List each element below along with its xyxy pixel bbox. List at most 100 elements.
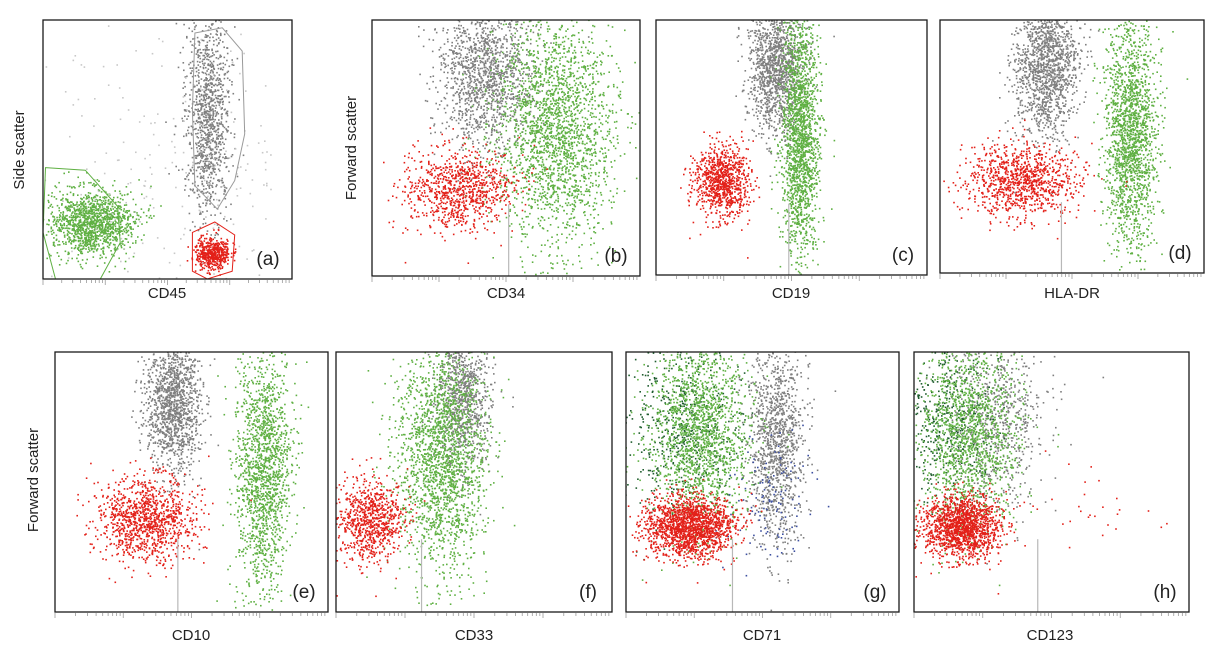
event-dot [211,13,213,15]
event-dot [200,240,202,242]
event-dot [219,54,222,57]
event-dot [89,222,91,224]
event-dot [212,137,214,140]
event-dot [499,15,501,17]
event-dot [164,167,167,169]
event-dot [65,217,67,220]
event-dot [220,134,223,136]
event-dot [220,237,223,240]
event-dot [126,231,129,233]
event-dot [440,62,443,64]
event-dot [486,83,488,85]
event-dot [210,257,212,259]
event-dot [508,137,511,140]
event-dot [215,157,218,160]
event-dot [188,110,190,112]
event-dot [130,227,132,229]
event-dot [61,216,64,218]
event-dot [39,207,41,209]
event-dot [466,93,468,95]
event-dot [125,238,128,240]
event-dot [496,100,498,102]
event-dot [73,204,76,206]
event-dot [95,219,97,222]
event-dot [120,230,122,232]
event-dot [506,70,508,73]
event-dot [486,109,488,112]
event-dot [472,76,474,78]
event-dot [210,100,212,103]
event-dot [209,180,212,182]
event-dot [95,212,97,215]
event-dot [40,217,42,219]
event-dot [215,90,217,92]
event-dot [511,93,513,95]
event-dot [68,252,70,255]
event-dot [197,49,200,51]
event-dot [206,110,209,112]
event-dot [592,88,594,90]
event-dot [209,116,211,118]
event-dot [500,71,502,74]
event-dot [468,109,470,111]
event-dot [430,117,432,119]
event-dot [203,113,206,115]
event-dot [213,153,216,155]
event-dot [217,250,219,253]
event-dot [468,49,471,51]
event-dot [504,101,507,103]
event-dot [482,70,485,72]
event-dot [482,61,484,64]
event-dot [462,82,465,85]
event-dot [208,263,211,265]
event-dot [477,69,480,71]
event-dot [197,117,200,119]
event-dot [490,27,493,30]
event-dot [462,27,465,29]
event-dot [123,215,125,217]
event-dot [444,66,446,69]
event-dot [234,148,237,150]
event-dot [116,196,119,199]
event-dot [495,85,497,87]
event-dot [497,64,500,66]
event-dot [458,20,461,23]
event-dot [215,9,217,11]
event-dot [488,72,490,75]
event-dot [214,101,216,104]
event-dot [102,247,104,250]
event-dot [94,196,97,198]
event-dot [165,121,167,123]
event-dot [521,144,523,146]
event-dot [86,243,89,246]
event-dot [494,48,497,51]
event-dot [524,88,527,90]
event-dot [438,56,441,58]
event-dot [483,113,485,115]
event-dot [220,21,222,23]
event-dot [206,78,208,80]
event-dot [529,110,532,113]
event-dot [457,27,460,30]
event-dot [36,249,38,251]
event-dot [506,51,508,53]
event-dot [522,71,525,73]
event-dot [208,239,211,241]
event-dot [76,203,78,205]
event-dot [96,179,99,181]
event-dot [523,67,525,69]
event-dot [517,99,519,102]
event-dot [91,200,94,202]
event-dot [513,45,515,47]
event-dot [208,116,210,119]
event-dot [481,40,483,43]
event-dot [501,113,504,116]
event-dot [471,86,473,88]
event-dot [89,217,91,219]
event-dot [492,16,494,18]
event-dot [87,206,90,208]
event-dot [222,62,224,65]
event-dot [459,92,461,94]
event-dot [529,93,531,96]
event-dot [71,257,73,260]
